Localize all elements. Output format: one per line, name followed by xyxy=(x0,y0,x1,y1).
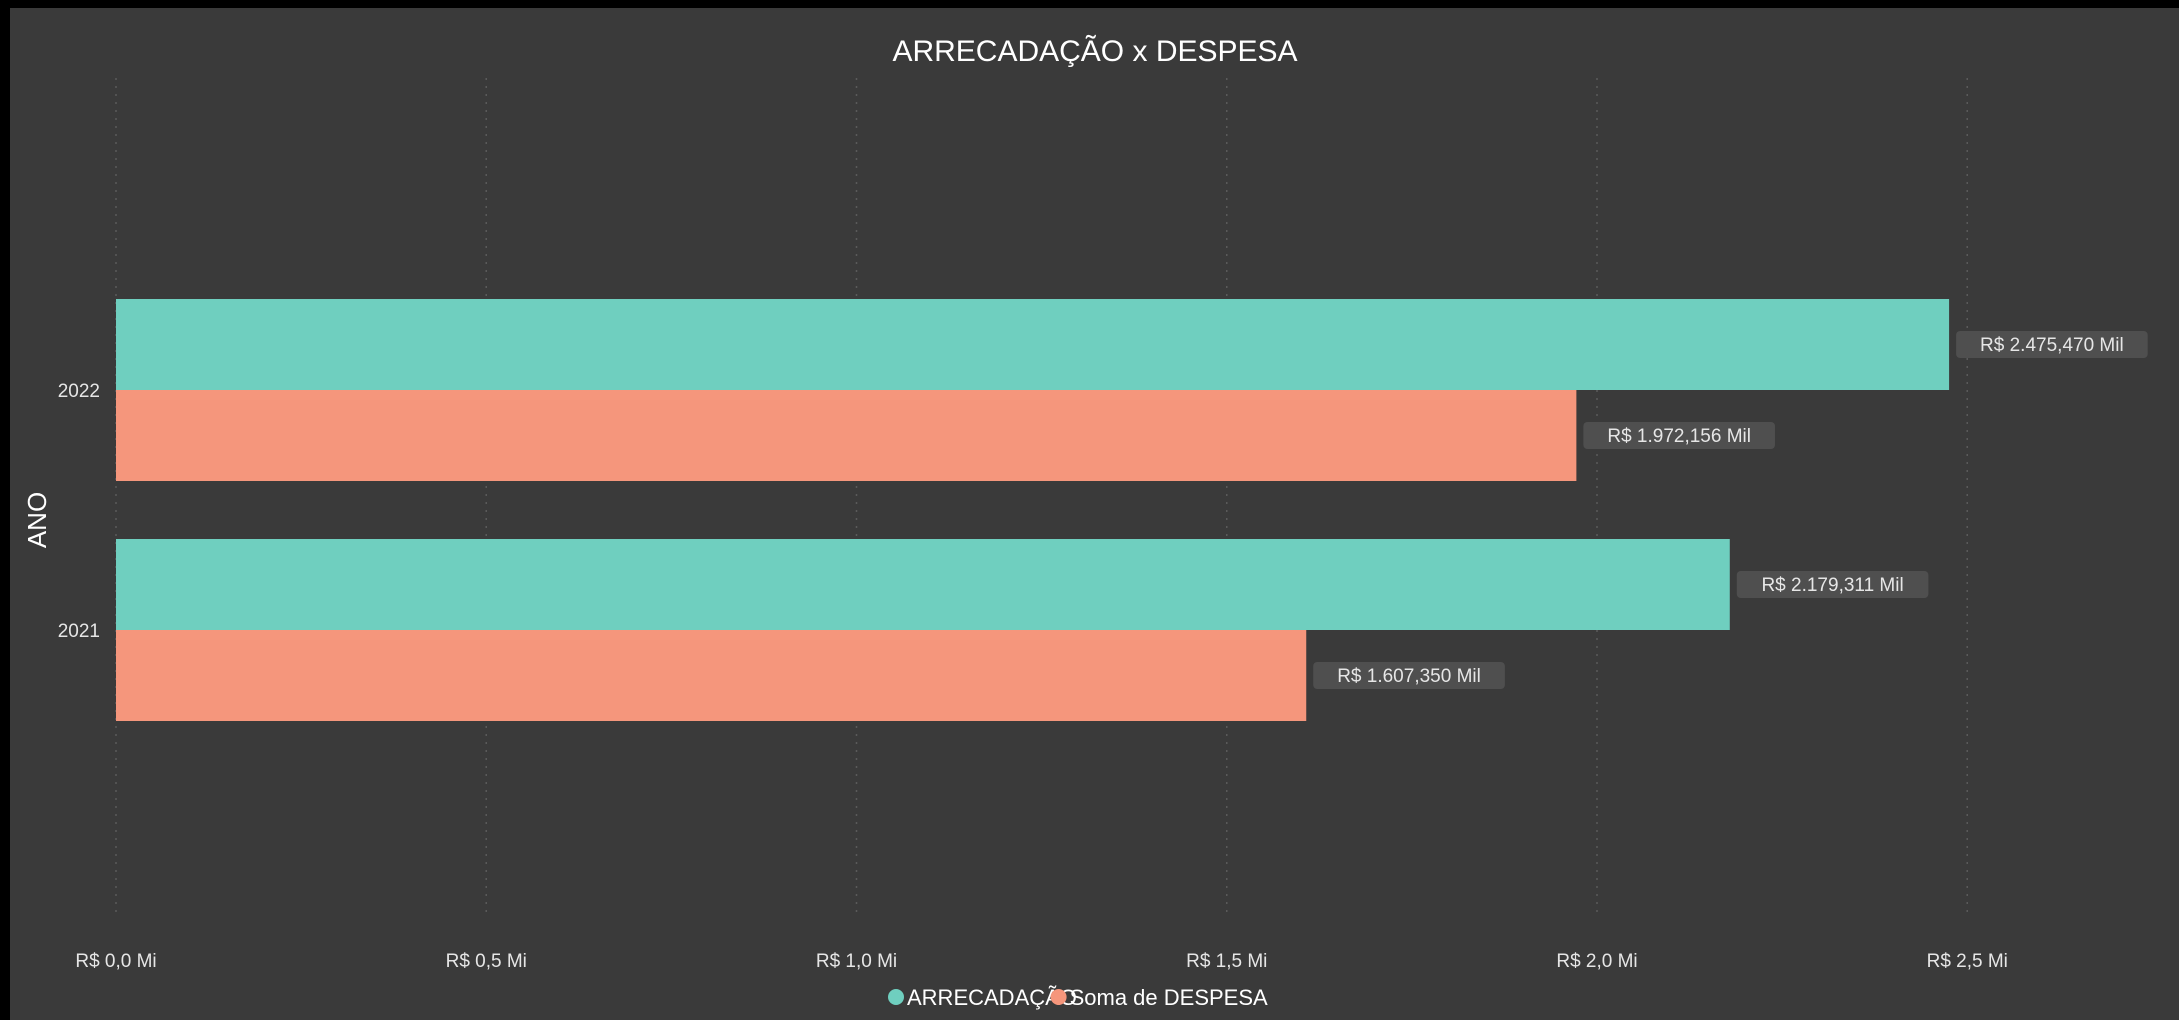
bar-despesa-2022[interactable] xyxy=(116,390,1577,481)
data-label-box xyxy=(1736,571,1929,598)
bar-arrecadacao-2021[interactable] xyxy=(116,539,1730,630)
legend-marker xyxy=(888,989,904,1005)
x-tick-label: R$ 0,5 Mi xyxy=(446,951,527,972)
data-label-text: R$ 2.179,311 Mil xyxy=(1761,575,1903,596)
x-tick-label: R$ 1,0 Mi xyxy=(816,951,897,972)
legend-item-despesa[interactable]: Soma de DESPESA xyxy=(1050,985,1268,1010)
data-label: R$ 1.607,350 Mil xyxy=(1313,662,1505,689)
x-tick-label: R$ 2,5 Mi xyxy=(1927,951,2008,972)
y-category-label: 2022 xyxy=(58,381,100,402)
data-label: R$ 2.475,470 Mil xyxy=(1956,331,2148,358)
data-label: R$ 2.179,311 Mil xyxy=(1736,571,1929,598)
legend-label: ARRECADAÇÃO xyxy=(907,985,1077,1010)
bar-chart: ARRECADAÇÃO x DESPESA ANO R$ 2.475,470 M… xyxy=(22,34,2148,1010)
legend-item-arrecadacao[interactable]: ARRECADAÇÃO xyxy=(888,985,1077,1010)
y-axis-title: ANO xyxy=(22,492,52,548)
data-label-box xyxy=(1583,422,1775,449)
data-label-box xyxy=(1313,662,1505,689)
bar-despesa-2021[interactable] xyxy=(116,630,1307,721)
chart-panel: ARRECADAÇÃO x DESPESA ANO R$ 2.475,470 M… xyxy=(10,8,2179,1020)
legend-label: Soma de DESPESA xyxy=(1070,985,1268,1010)
y-category-label: 2021 xyxy=(58,621,100,642)
data-label-box xyxy=(1956,331,2148,358)
data-labels: R$ 2.475,470 Mil R$ 2.179,311 Mil R$ 1.972… xyxy=(1313,331,2148,689)
data-label-text: R$ 2.475,470 Mil xyxy=(1980,335,2124,356)
x-tick-label: R$ 2,0 Mi xyxy=(1556,951,1637,972)
data-label-text: R$ 1.607,350 Mil xyxy=(1337,666,1481,687)
legend-marker xyxy=(1050,989,1067,1005)
chart-title: ARRECADAÇÃO x DESPESA xyxy=(892,34,1297,68)
bar-arrecadacao-2022[interactable] xyxy=(116,299,1950,390)
bars xyxy=(116,299,1950,721)
data-label: R$ 1.972,156 Mil xyxy=(1583,422,1775,449)
gridlines xyxy=(115,78,1968,912)
axis-labels: R$ 0,0 Mi R$ 0,5 Mi R$ 1,0 Mi R$ 1,5 Mi R$ 2… xyxy=(58,381,2008,972)
x-tick-label: R$ 0,0 Mi xyxy=(75,951,156,972)
x-tick-label: R$ 1,5 Mi xyxy=(1186,951,1267,972)
data-label-text: R$ 1.972,156 Mil xyxy=(1607,426,1751,447)
